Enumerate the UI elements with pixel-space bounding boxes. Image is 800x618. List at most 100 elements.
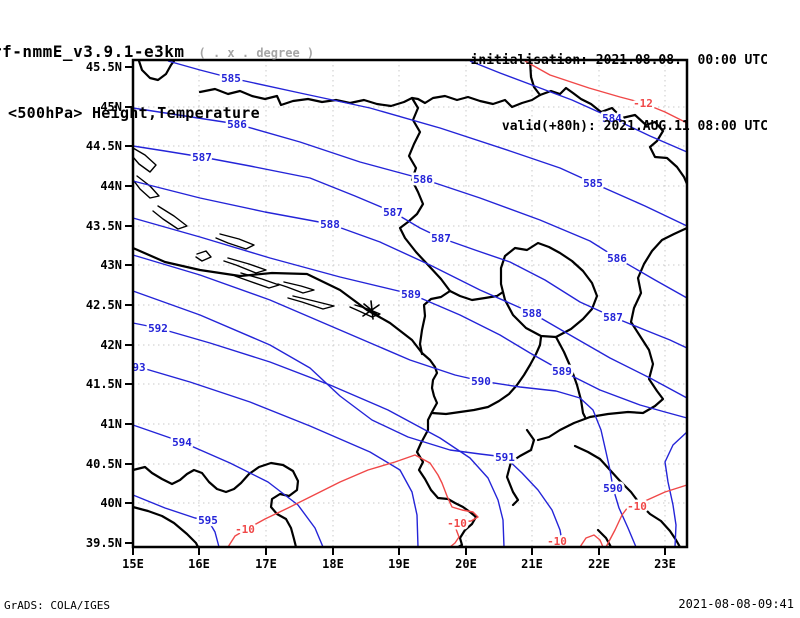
height-contour-591 <box>132 290 564 548</box>
model-title: rf-nmmE_v3.9.1-e3km <box>0 42 185 61</box>
temperature-contour-label: -10 <box>627 500 647 513</box>
height-contour-589 <box>664 431 688 548</box>
temperature-contour-label: -10 <box>235 523 255 536</box>
grads-credit: GrADS: COLA/IGES <box>4 599 110 612</box>
map-frame <box>131 58 689 549</box>
height-contour-588 <box>132 180 688 399</box>
x-axis-label: 21E <box>521 557 543 571</box>
height-contour-label: 588 <box>320 218 340 231</box>
istria-peninsula <box>137 59 176 82</box>
x-axis-label: 16E <box>188 557 210 571</box>
border-north <box>198 87 542 109</box>
temperature-contour-label: -10 <box>547 535 567 548</box>
height-contour-595 <box>132 494 220 548</box>
height-contour-label: 592 <box>148 322 168 335</box>
height-contour-585 <box>167 60 688 227</box>
model-resolution-note: ( . x . degree ) <box>198 46 315 60</box>
title-line: rf-nmmE_v3.9.1-e3km ( . x . degree ) <box>0 42 314 61</box>
height-contour-label: 584 <box>602 112 622 125</box>
x-axis-label: 15E <box>122 557 144 571</box>
creation-timestamp: 2021-08-08-09:41 <box>678 597 794 611</box>
height-contour-label: 585 <box>221 72 241 85</box>
height-contour-587 <box>132 145 688 349</box>
height-contour-label: 586 <box>607 252 627 265</box>
island <box>234 272 280 289</box>
height-contour-label: 587 <box>192 151 212 164</box>
x-axis-label: 20E <box>455 557 477 571</box>
island <box>287 295 335 310</box>
y-axis-label: 45N <box>100 100 122 114</box>
island-cluster <box>362 304 380 317</box>
height-contour-label: 587 <box>383 206 403 219</box>
border-top-spur <box>528 59 542 97</box>
y-axis-label: 41N <box>100 417 122 431</box>
x-axis-label: 17E <box>255 557 277 571</box>
header-left: rf-nmmE_v3.9.1-e3km ( . x . degree ) <500… <box>0 4 314 160</box>
y-axis-label: 40.5N <box>86 457 122 471</box>
island <box>277 281 315 294</box>
height-contour-label: 587 <box>431 232 451 245</box>
temperature-contour-label: -12 <box>633 97 653 110</box>
header-right: initialisation: 2021.08.08. 00:00 UTC va… <box>471 6 768 182</box>
height-contour-label: 585 <box>583 177 603 190</box>
island <box>132 147 157 173</box>
island <box>195 250 212 262</box>
valid-time-line: valid(+80h): 2021.AUG.11 08:00 UTC <box>501 119 768 134</box>
height-contour-label: 590 <box>471 375 491 388</box>
y-axis-label: 40N <box>100 496 122 510</box>
temperature-contour--12 <box>524 60 688 124</box>
x-axis-label: 19E <box>388 557 410 571</box>
border-to-coast <box>418 289 452 356</box>
temperature-contour--10 <box>605 484 688 548</box>
height-contour-590 <box>132 254 637 548</box>
height-contour-584 <box>469 60 688 153</box>
temperature-contour--10 <box>227 454 479 548</box>
height-contour-label: 589 <box>552 365 572 378</box>
y-axis-label: 41.5N <box>86 377 122 391</box>
border-kosovo-macedonia <box>554 335 587 419</box>
y-axis-label: 44.5N <box>86 139 122 153</box>
border-south-peninsula <box>505 428 536 507</box>
y-axis-label: 39.5N <box>86 536 122 550</box>
italy-coast-south <box>132 505 200 548</box>
plot-subtitle: <500hPa> Height,Temperature <box>8 104 260 122</box>
border-east-branch <box>448 289 505 302</box>
height-contour-label: 588 <box>522 307 542 320</box>
kosovo-outline <box>499 241 599 339</box>
y-axis-label: 42.5N <box>86 298 122 312</box>
height-contour-592 <box>132 322 505 548</box>
temperature-contour--10 <box>579 534 604 548</box>
height-contour-label: 590 <box>603 482 623 495</box>
island <box>215 233 255 250</box>
border-northeast <box>538 86 688 186</box>
border-albania-macedonia <box>430 335 543 416</box>
x-axis-label: 22E <box>588 557 610 571</box>
height-contour-93 <box>132 360 419 548</box>
temperature-contour-label: -10 <box>447 517 467 530</box>
height-contour-label: 93 <box>132 361 145 374</box>
height-contour-label: 595 <box>198 514 218 527</box>
x-axis-label: 23E <box>654 557 676 571</box>
y-axis-label: 45.5N <box>86 60 122 74</box>
y-axis-label: 44N <box>100 179 122 193</box>
height-contour-label: 594 <box>172 436 192 449</box>
island <box>223 257 267 274</box>
height-contour-594 <box>132 424 324 548</box>
height-contour-label: 587 <box>603 311 623 324</box>
x-axis-label: 18E <box>322 557 344 571</box>
island-cluster <box>370 300 374 320</box>
height-contour-586 <box>132 107 688 299</box>
y-axis-label: 42N <box>100 338 122 352</box>
island <box>152 205 188 230</box>
height-contour-label: 591 <box>495 451 515 464</box>
height-contour-label: 586 <box>413 173 433 186</box>
greece-coast <box>573 444 682 548</box>
greece-coast-2 <box>596 528 613 548</box>
init-time-line: initialisation: 2021.08.08. 00:00 UTC <box>470 53 768 68</box>
y-axis-label: 43N <box>100 258 122 272</box>
border-drina <box>398 96 452 293</box>
height-contour-label: 586 <box>227 118 247 131</box>
border-east <box>536 226 688 442</box>
